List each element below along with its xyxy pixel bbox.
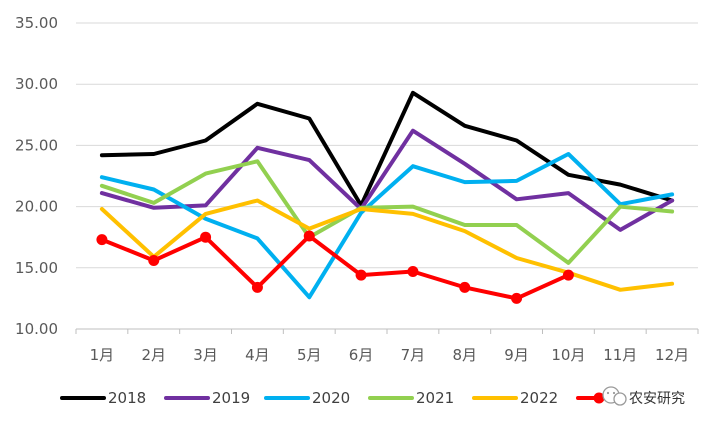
series-line-2022 [99,198,675,292]
x-tick-label: 10月 [551,346,585,364]
series-line-2023 [99,234,571,301]
x-tick-label: 4月 [245,346,270,364]
x-axis: 1月 2月 3月 4月 5月 6月 7月 8月 9月 10月 11月 12月 [75,328,699,364]
y-tick-label: 10.00 [15,320,58,338]
legend-label: 2020 [312,389,350,407]
data-point [303,230,315,242]
y-tick-label: 30.00 [15,75,58,93]
legend: 2018 2019 2020 2021 2022 [60,389,622,407]
series-line-2021 [99,159,675,265]
data-point [200,231,212,243]
legend-label: 2018 [108,389,146,407]
series-line-2020 [99,152,675,300]
x-tick-label: 12月 [655,346,689,364]
legend-marker [593,392,605,404]
series-line-2018 [99,90,675,208]
y-tick-label: 15.00 [15,259,58,277]
x-tick-label: 8月 [452,346,477,364]
data-point [459,281,471,293]
wechat-icon [602,386,627,406]
data-point [407,265,419,277]
series-layer [96,90,675,304]
x-tick-label: 7月 [401,346,426,364]
data-point [562,269,574,281]
data-point [355,269,367,281]
x-tick-label: 5月 [297,346,322,364]
x-tick-label: 1月 [90,346,115,364]
data-point [148,254,160,266]
x-tick-label: 9月 [504,346,529,364]
y-tick-label: 35.00 [15,14,58,32]
watermark-text: 农安研究 [629,391,685,407]
x-tick-label: 2月 [141,346,166,364]
x-tick-label: 3月 [193,346,218,364]
x-tick-label: 11月 [603,346,637,364]
data-point [511,292,523,304]
y-tick-label: 25.00 [15,136,58,154]
legend-label: 2022 [520,389,558,407]
series-line-2019 [99,128,675,232]
data-point [251,281,263,293]
y-tick-label: 20.00 [15,198,58,216]
data-point [96,234,108,246]
y-axis: 10.00 15.00 20.00 25.00 30.00 35.00 [15,14,58,338]
legend-label: 2021 [416,389,454,407]
x-tick-label: 6月 [349,346,374,364]
legend-label: 2019 [212,389,250,407]
watermark: 农安研究 [602,386,685,407]
